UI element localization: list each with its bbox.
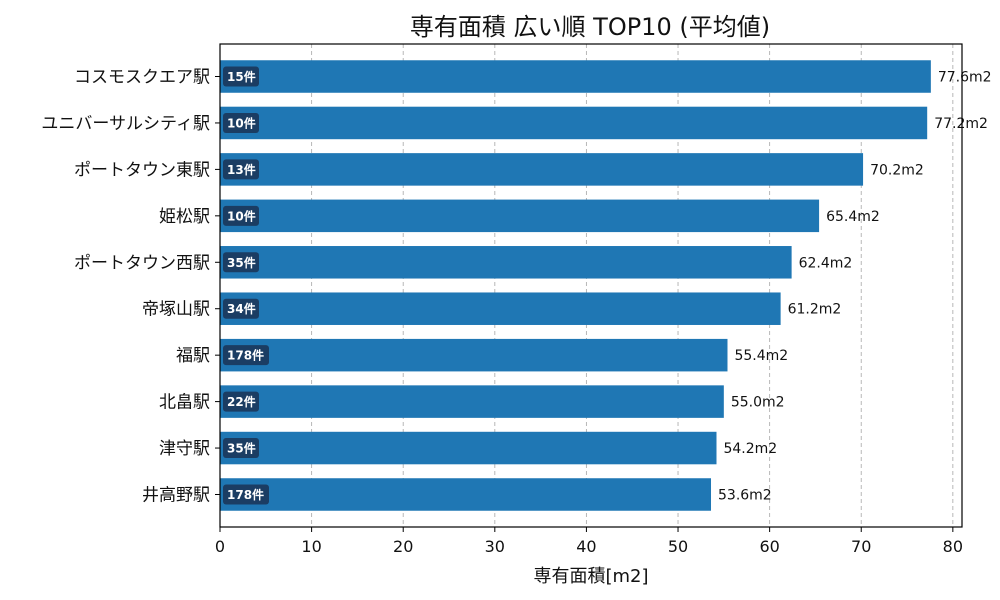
count-badge: [223, 252, 259, 273]
x-tick-label: 0: [215, 537, 225, 556]
count-badge: [223, 391, 259, 412]
count-badge: [223, 438, 259, 459]
count-badge: [223, 484, 269, 505]
x-axis-label: 専有面積[m2]: [533, 566, 648, 587]
count-label: 10件: [227, 208, 256, 223]
value-label: 54.2m2: [723, 441, 777, 457]
value-label: 65.4m2: [826, 209, 880, 225]
value-label: 53.6m2: [718, 487, 772, 503]
count-badge: [223, 298, 259, 319]
count-badge: [223, 66, 259, 87]
x-axis-ticks: 0 10 20 30 40 50 60 70 80: [215, 527, 963, 556]
x-tick-label: 30: [485, 537, 505, 556]
x-tick-label: 60: [759, 537, 779, 556]
category-label: 福駅: [176, 346, 210, 366]
count-label: 178件: [227, 487, 264, 502]
x-tick-label: 20: [393, 537, 413, 556]
count-badge: [223, 205, 259, 226]
bar: [220, 478, 712, 511]
count-label: 35件: [227, 255, 256, 270]
bar: [220, 60, 931, 93]
category-label: コスモスクエア駅: [74, 68, 210, 88]
value-label: 62.4m2: [799, 255, 853, 271]
category-label: ポートタウン東駅: [74, 160, 210, 180]
x-tick-label: 70: [851, 537, 871, 556]
count-badge: [223, 159, 259, 180]
value-label: 55.0m2: [731, 395, 785, 411]
count-label: 13件: [227, 162, 256, 177]
count-label: 15件: [227, 69, 256, 84]
bar: [220, 338, 728, 372]
count-label: 35件: [227, 441, 256, 456]
count-label: 22件: [227, 394, 256, 409]
bars-group: 15件 77.6m2 10件 77.2m2 13件 70.2m2 10件 65.4m2 35件 6…: [220, 60, 992, 511]
count-label: 178件: [227, 348, 264, 363]
bar: [220, 431, 717, 465]
count-badge: [223, 345, 269, 366]
category-label: ポートタウン西駅: [74, 253, 210, 273]
category-label: 津守駅: [159, 439, 210, 459]
bar: [220, 153, 864, 186]
value-label: 70.2m2: [870, 162, 924, 178]
bar: [220, 246, 792, 279]
value-label: 77.2m2: [934, 116, 988, 132]
count-label: 34件: [227, 301, 256, 316]
category-label: 北畠駅: [159, 393, 210, 413]
bar: [220, 385, 724, 418]
count-label: 10件: [227, 115, 256, 130]
chart-title: 専有面積 広い順 TOP10 (平均値): [410, 13, 770, 41]
category-label: ユニバーサルシティ駅: [41, 114, 210, 134]
y-axis-ticks: コスモスクエア駅ユニバーサルシティ駅ポートタウン東駅姫松駅ポートタウン西駅帝塚山…: [41, 68, 220, 505]
value-label: 61.2m2: [788, 302, 842, 318]
bar: [220, 292, 781, 325]
x-tick-label: 40: [576, 537, 596, 556]
bar: [220, 199, 820, 233]
plot-frame: [219, 43, 963, 528]
x-tick-label: 10: [301, 537, 321, 556]
category-label: 井高野駅: [142, 485, 210, 505]
category-label: 帝塚山駅: [142, 300, 210, 320]
value-label: 77.6m2: [938, 70, 992, 86]
category-label: 姫松駅: [159, 207, 210, 227]
value-label: 55.4m2: [734, 348, 788, 364]
count-badge: [223, 112, 259, 133]
x-tick-label: 50: [668, 537, 688, 556]
x-tick-label: 80: [943, 537, 963, 556]
bar: [220, 106, 928, 140]
